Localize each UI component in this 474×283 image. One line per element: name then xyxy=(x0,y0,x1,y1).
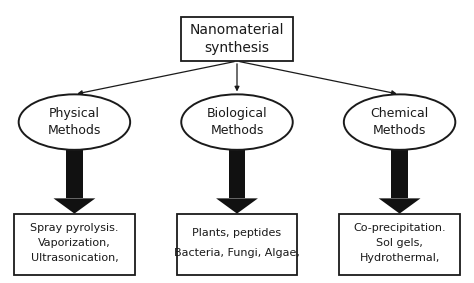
Text: Physical
Methods: Physical Methods xyxy=(48,107,101,137)
Text: Nanomaterial
synthesis: Nanomaterial synthesis xyxy=(190,23,284,55)
Ellipse shape xyxy=(18,94,130,150)
Polygon shape xyxy=(379,198,420,214)
Polygon shape xyxy=(54,198,95,214)
Text: Ultrasonication,: Ultrasonication, xyxy=(30,253,118,263)
Polygon shape xyxy=(391,150,408,198)
Text: Spray pyrolysis.: Spray pyrolysis. xyxy=(30,223,118,233)
Text: Bacteria, Fungi, Algae,: Bacteria, Fungi, Algae, xyxy=(174,248,300,258)
FancyBboxPatch shape xyxy=(181,17,293,61)
Text: Sol gels,: Sol gels, xyxy=(376,238,423,248)
Ellipse shape xyxy=(181,94,293,150)
Text: Co-precipitation.: Co-precipitation. xyxy=(353,223,446,233)
Text: Vaporization,: Vaporization, xyxy=(38,238,111,248)
Polygon shape xyxy=(216,198,258,214)
FancyBboxPatch shape xyxy=(339,214,460,275)
Ellipse shape xyxy=(344,94,456,150)
Text: Chemical
Methods: Chemical Methods xyxy=(371,107,428,137)
FancyBboxPatch shape xyxy=(177,214,297,275)
Polygon shape xyxy=(66,150,83,198)
Polygon shape xyxy=(228,150,246,198)
Text: Hydrothermal,: Hydrothermal, xyxy=(359,253,440,263)
FancyBboxPatch shape xyxy=(14,214,135,275)
Text: Biological
Methods: Biological Methods xyxy=(207,107,267,137)
Text: Plants, peptides: Plants, peptides xyxy=(192,228,282,238)
